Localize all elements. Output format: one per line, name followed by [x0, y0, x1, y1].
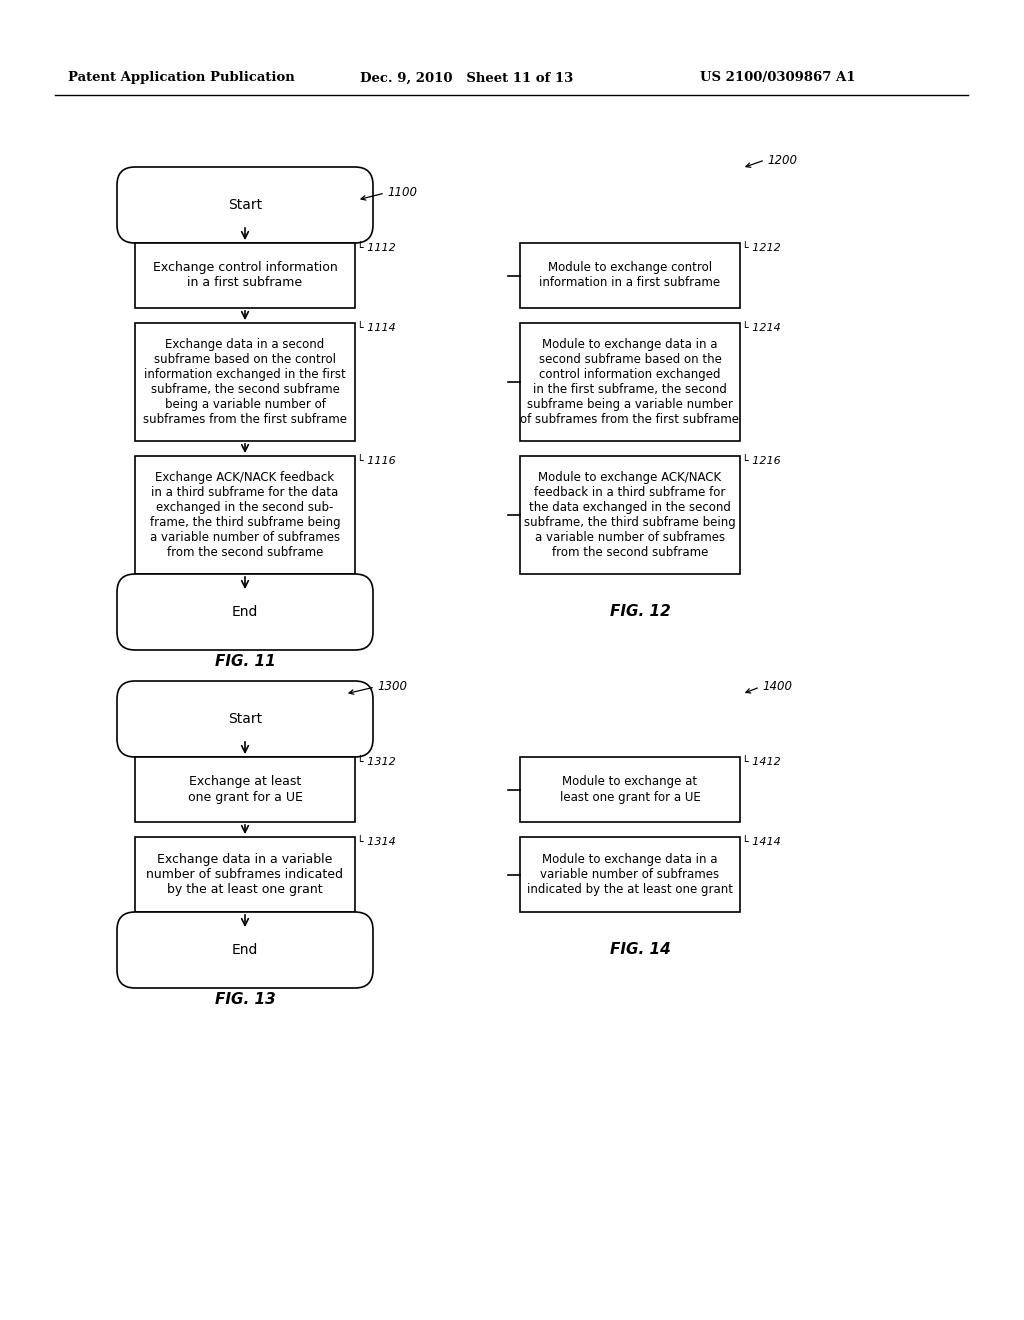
Bar — [135, 756, 355, 822]
Text: └ 1414: └ 1414 — [742, 837, 780, 847]
Text: FIG. 13: FIG. 13 — [215, 993, 275, 1007]
Bar — [135, 837, 355, 912]
Text: Module to exchange at
least one grant for a UE: Module to exchange at least one grant fo… — [560, 776, 700, 804]
Text: Dec. 9, 2010   Sheet 11 of 13: Dec. 9, 2010 Sheet 11 of 13 — [360, 71, 573, 84]
Text: Module to exchange control
information in a first subframe: Module to exchange control information i… — [540, 261, 721, 289]
Text: 1300: 1300 — [377, 681, 407, 693]
Text: Start: Start — [228, 711, 262, 726]
Text: └ 1116: └ 1116 — [357, 455, 395, 466]
Text: Exchange control information
in a first subframe: Exchange control information in a first … — [153, 261, 337, 289]
FancyBboxPatch shape — [117, 681, 373, 756]
Bar — [135, 243, 355, 308]
Bar — [135, 455, 355, 574]
FancyBboxPatch shape — [117, 912, 373, 987]
FancyBboxPatch shape — [117, 168, 373, 243]
Text: US 2100/0309867 A1: US 2100/0309867 A1 — [700, 71, 855, 84]
Text: 1400: 1400 — [762, 681, 792, 693]
Text: Module to exchange data in a
second subframe based on the
control information ex: Module to exchange data in a second subf… — [520, 338, 739, 426]
Text: Exchange data in a variable
number of subframes indicated
by the at least one gr: Exchange data in a variable number of su… — [146, 853, 343, 896]
Text: Exchange at least
one grant for a UE: Exchange at least one grant for a UE — [187, 776, 302, 804]
Bar — [520, 837, 740, 912]
Text: Start: Start — [228, 198, 262, 213]
Text: 1200: 1200 — [767, 153, 797, 166]
Bar — [135, 323, 355, 441]
Text: └ 1312: └ 1312 — [357, 756, 395, 767]
Text: └ 1112: └ 1112 — [357, 243, 395, 253]
Text: └ 1212: └ 1212 — [742, 243, 780, 253]
Text: └ 1412: └ 1412 — [742, 756, 780, 767]
Text: Module to exchange ACK/NACK
feedback in a third subframe for
the data exchanged : Module to exchange ACK/NACK feedback in … — [524, 471, 736, 558]
Text: FIG. 12: FIG. 12 — [609, 605, 671, 619]
Text: End: End — [231, 605, 258, 619]
Bar — [520, 243, 740, 308]
Text: FIG. 11: FIG. 11 — [215, 653, 275, 669]
Text: └ 1114: └ 1114 — [357, 323, 395, 333]
Text: FIG. 14: FIG. 14 — [609, 942, 671, 957]
Text: Patent Application Publication: Patent Application Publication — [68, 71, 295, 84]
Bar — [520, 455, 740, 574]
Text: └ 1314: └ 1314 — [357, 837, 395, 847]
Text: Module to exchange data in a
variable number of subframes
indicated by the at le: Module to exchange data in a variable nu… — [527, 853, 733, 896]
Text: Exchange data in a second
subframe based on the control
information exchanged in: Exchange data in a second subframe based… — [143, 338, 347, 426]
Text: └ 1216: └ 1216 — [742, 455, 780, 466]
Text: End: End — [231, 942, 258, 957]
Bar — [520, 756, 740, 822]
Text: └ 1214: └ 1214 — [742, 323, 780, 333]
Text: Exchange ACK/NACK feedback
in a third subframe for the data
exchanged in the sec: Exchange ACK/NACK feedback in a third su… — [150, 471, 340, 558]
Text: 1100: 1100 — [387, 186, 417, 199]
FancyBboxPatch shape — [117, 574, 373, 649]
Bar — [520, 323, 740, 441]
